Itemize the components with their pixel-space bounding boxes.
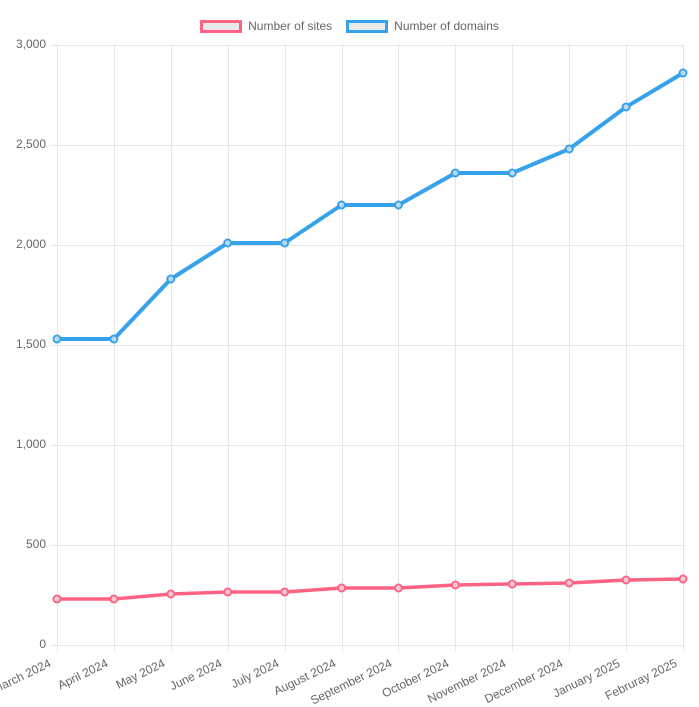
data-point[interactable] [393, 583, 403, 593]
data-point[interactable] [166, 589, 176, 599]
data-point[interactable] [52, 334, 62, 344]
data-point[interactable] [166, 274, 176, 284]
chart-legend: Number of sites Number of domains [0, 19, 699, 33]
data-point[interactable] [678, 574, 688, 584]
data-point[interactable] [678, 68, 688, 78]
series-line-domains [55, 71, 685, 341]
y-axis-label: 2,500 [15, 137, 46, 151]
data-point[interactable] [450, 580, 460, 590]
data-point[interactable] [52, 594, 62, 604]
data-point[interactable] [109, 334, 119, 344]
data-point[interactable] [337, 583, 347, 593]
data-point[interactable] [564, 144, 574, 154]
data-point[interactable] [621, 102, 631, 112]
data-point[interactable] [223, 238, 233, 248]
data-point[interactable] [393, 200, 403, 210]
data-point[interactable] [450, 168, 460, 178]
data-point[interactable] [507, 168, 517, 178]
data-point[interactable] [337, 200, 347, 210]
legend-label-domains: Number of domains [394, 19, 499, 33]
data-point[interactable] [564, 578, 574, 588]
legend-item-number-of-domains[interactable]: Number of domains [346, 19, 499, 33]
data-point[interactable] [280, 587, 290, 597]
y-axis-label: 1,000 [15, 437, 46, 451]
y-axis-label: 0 [39, 637, 46, 651]
data-point[interactable] [280, 238, 290, 248]
y-axis-label: 2,000 [15, 237, 46, 251]
legend-label-sites: Number of sites [248, 19, 333, 33]
y-axis-label: 3,000 [15, 37, 46, 51]
data-point[interactable] [507, 579, 517, 589]
data-point[interactable] [621, 575, 631, 585]
data-point[interactable] [223, 587, 233, 597]
legend-swatch-sites [200, 19, 243, 33]
y-axis-label: 1,500 [15, 337, 46, 351]
series-line-sites [55, 577, 685, 601]
legend-swatch-domains [346, 19, 389, 33]
legend-item-number-of-sites[interactable]: Number of sites [200, 19, 332, 33]
y-axis-label: 500 [25, 537, 46, 551]
data-point[interactable] [109, 594, 119, 604]
